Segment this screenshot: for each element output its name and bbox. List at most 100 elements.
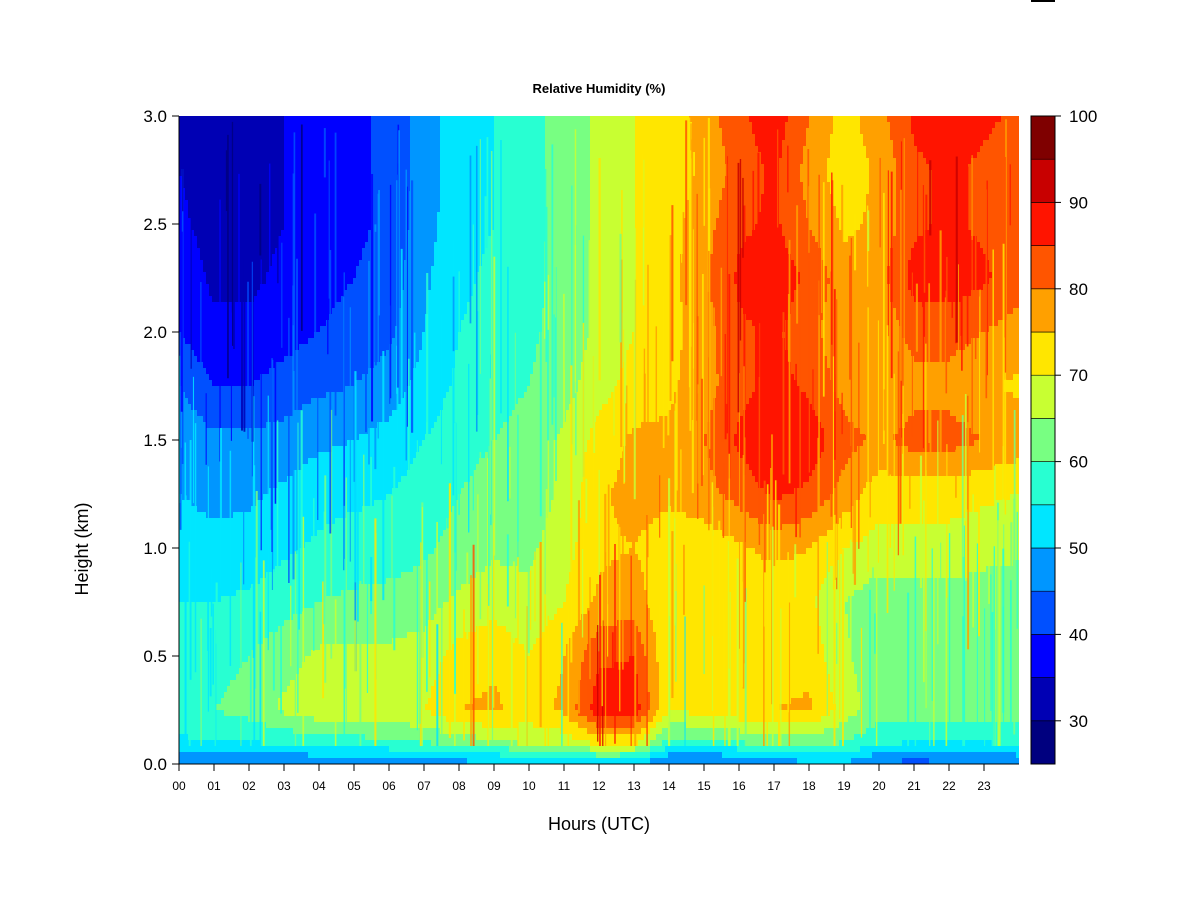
heatmap-cell (1007, 380, 1011, 393)
heatmap-cell (401, 476, 405, 573)
heatmap-cell (494, 746, 498, 753)
heatmap-cell (854, 758, 858, 764)
heatmap-cell (935, 722, 939, 741)
heatmap-cell (638, 752, 642, 759)
heatmap-cell (308, 404, 312, 459)
heatmap-cell (779, 530, 783, 561)
heatmap-cell (350, 440, 354, 513)
heatmap-cell (572, 116, 576, 399)
heatmap-cell (863, 734, 867, 747)
heatmap-cell (680, 350, 684, 513)
heatmap-cell (218, 710, 222, 741)
heatmap-cell (740, 758, 744, 764)
heatmap-cell (248, 116, 252, 303)
heatmap-cell (245, 116, 249, 303)
heatmap-cell (431, 116, 435, 267)
heatmap-cell (269, 116, 273, 267)
heatmap-cell (977, 338, 981, 435)
heatmap-cell (755, 758, 759, 764)
heatmap-cell (344, 386, 348, 447)
heatmap-cell (368, 506, 372, 585)
heatmap-cell (872, 752, 876, 764)
heatmap-cell (947, 302, 951, 363)
heatmap-cell (482, 740, 486, 747)
heatmap-cell (644, 422, 648, 531)
heatmap-cell (308, 716, 312, 735)
heatmap-cell (614, 662, 618, 717)
heatmap-cell (224, 596, 228, 693)
heatmap-cell (647, 692, 651, 711)
heatmap-cell (743, 740, 747, 753)
heatmap-cell (620, 752, 624, 759)
heatmap-cell (509, 740, 513, 753)
heatmap-cell (575, 392, 579, 543)
heatmap-cell (275, 752, 279, 764)
heatmap-cell (320, 746, 324, 759)
heatmap-cell (383, 116, 387, 357)
heatmap-cell (620, 662, 624, 717)
heatmap-cell (368, 740, 372, 747)
heatmap-cell (458, 332, 462, 495)
heatmap-cell (704, 116, 708, 435)
heatmap-cell (593, 734, 597, 747)
heatmap-cell (836, 752, 840, 764)
heatmap-cell (686, 752, 690, 764)
heatmap-cell (992, 116, 996, 129)
heatmap-cell (464, 482, 468, 585)
heatmap-cell (260, 578, 264, 645)
heatmap-cell (632, 752, 636, 759)
heatmap-cell (248, 722, 252, 741)
heatmap-cell (629, 344, 633, 435)
heatmap-cell (494, 686, 498, 711)
heatmap-cell (212, 518, 216, 603)
heatmap-cell (758, 758, 762, 764)
heatmap-cell (923, 752, 927, 759)
heatmap-cell (590, 704, 594, 711)
heatmap-cell (953, 518, 957, 579)
heatmap-cell (692, 116, 696, 153)
heatmap-cell (767, 746, 771, 753)
heatmap-cell (938, 752, 942, 764)
heatmap-cell (644, 734, 648, 747)
heatmap-cell (200, 512, 204, 603)
heatmap-cell (569, 758, 573, 764)
heatmap-cell (980, 116, 984, 147)
heatmap-cell (800, 734, 804, 747)
heatmap-cell (200, 416, 204, 513)
heatmap-cell (446, 758, 450, 764)
heatmap-cell (800, 710, 804, 723)
heatmap-cell (236, 740, 240, 753)
heatmap-cell (995, 500, 999, 567)
colorbar-tick-label: 100 (1069, 107, 1097, 126)
heatmap-cell (797, 722, 801, 735)
heatmap-cell (794, 554, 798, 699)
colorbar-swatch (1030, 720, 1056, 765)
heatmap-cell (548, 746, 552, 753)
heatmap-cell (740, 458, 744, 513)
heatmap-cell (698, 518, 702, 717)
heatmap-cell (458, 116, 462, 333)
heatmap-cell (920, 410, 924, 453)
heatmap-cell (749, 398, 753, 471)
heatmap-cell (233, 680, 237, 717)
heatmap-cell (800, 554, 804, 699)
heatmap-cell (578, 740, 582, 747)
heatmap-cell (638, 746, 642, 753)
heatmap-cell (755, 518, 759, 555)
heatmap-cell (311, 734, 315, 747)
heatmap-cell (518, 572, 522, 645)
heatmap-cell (893, 476, 897, 525)
heatmap-cell (308, 608, 312, 657)
heatmap-cell (314, 758, 318, 764)
heatmap-cell (794, 266, 798, 291)
heatmap-cell (542, 632, 546, 729)
heatmap-cell (824, 116, 828, 267)
heatmap-cell (698, 746, 702, 753)
heatmap-cell (584, 614, 588, 651)
x-tick-label: 02 (242, 779, 256, 793)
heatmap-cell (266, 728, 270, 747)
heatmap-cell (854, 428, 858, 453)
heatmap-cell (650, 758, 654, 764)
heatmap-cell (254, 722, 258, 741)
heatmap-cell (881, 752, 885, 764)
